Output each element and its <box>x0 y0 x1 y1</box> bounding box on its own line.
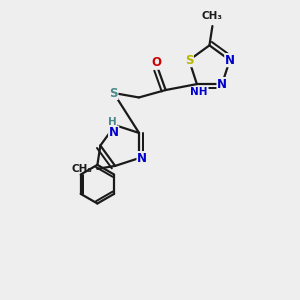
Text: NH: NH <box>190 87 208 98</box>
Text: CH₃: CH₃ <box>72 164 93 174</box>
Text: N: N <box>109 126 119 139</box>
Text: N: N <box>225 54 235 67</box>
Text: H: H <box>108 117 117 127</box>
Text: S: S <box>185 54 193 67</box>
Text: S: S <box>110 86 118 100</box>
Text: N: N <box>137 152 147 165</box>
Text: CH₃: CH₃ <box>202 11 223 21</box>
Text: N: N <box>217 78 227 91</box>
Text: O: O <box>152 56 162 69</box>
